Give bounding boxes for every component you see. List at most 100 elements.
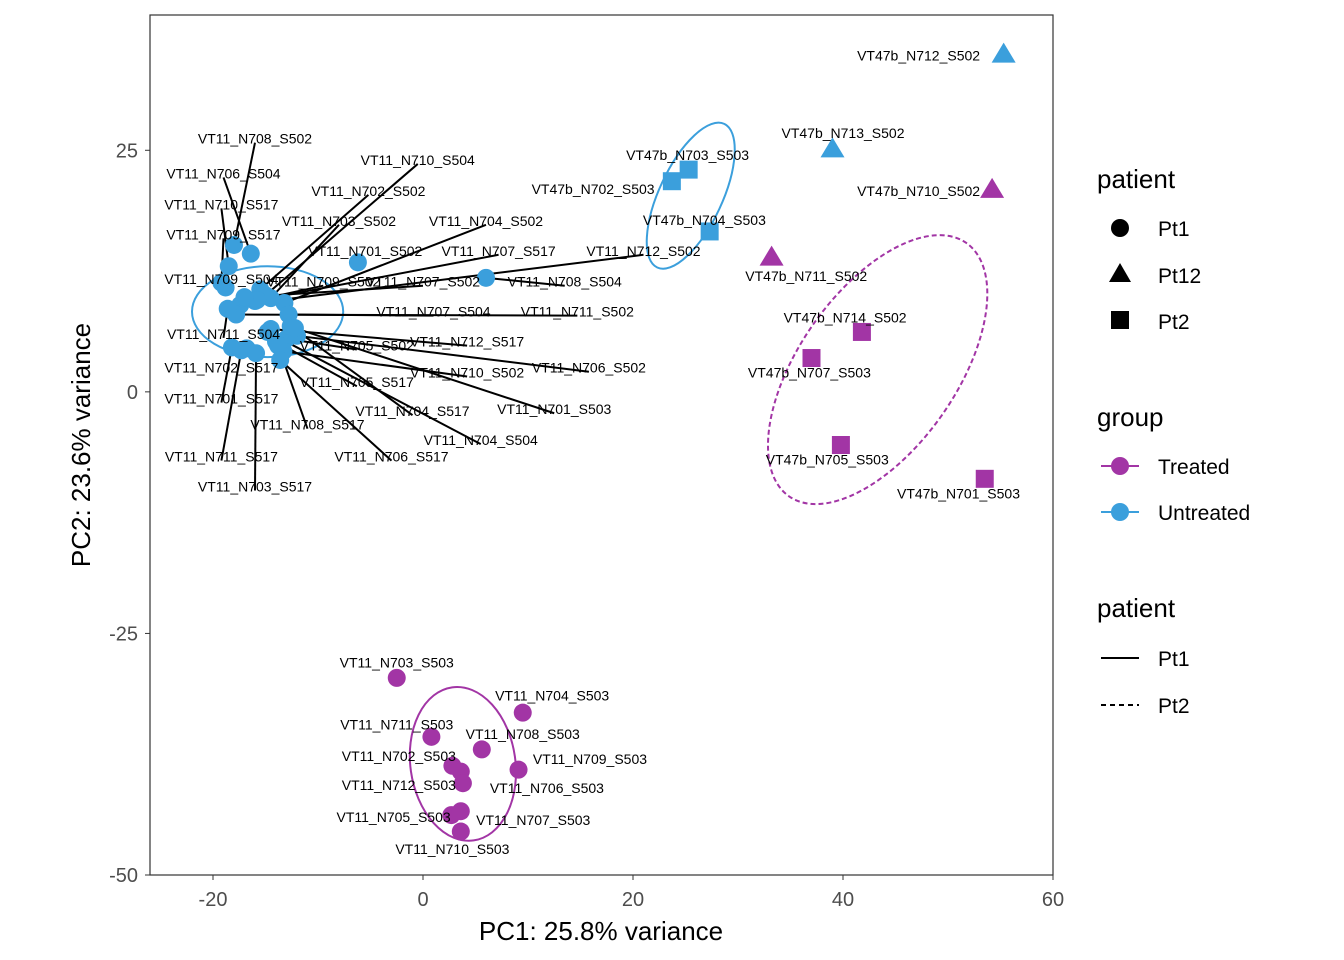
point-vt47b-n704-s503	[700, 222, 719, 241]
point-vt11-n706-s503	[453, 774, 472, 793]
point-vt11-n704-s504	[258, 322, 277, 341]
point-vt11-n709-s504	[216, 278, 235, 297]
legend-shape: patient Pt1 Pt12 Pt2	[1097, 164, 1201, 334]
label-vt47b-n702-s503: VT47b_N702_S503	[532, 181, 655, 197]
point-vt47b-n713-s502	[820, 137, 845, 158]
label-vt11-n706-s503: VT11_N706_S503	[490, 780, 604, 796]
legend-linetype-label-pt1: Pt1	[1158, 648, 1190, 671]
plot-panel	[149, 14, 1054, 876]
leader-line-vt11-n712-s502	[240, 253, 644, 306]
point-vt11-n710-s503	[451, 822, 470, 841]
confidence-ellipses	[191, 121, 989, 842]
point-vt11-n711-s504	[218, 299, 237, 318]
point-vt11-n703-s502	[261, 289, 280, 308]
label-vt47b-n707-s503: VT47b_N707_S503	[748, 365, 871, 381]
leader-line-vt11-n701-s517	[220, 347, 233, 403]
x-tick-label: 0	[417, 889, 428, 911]
point-vt11-n708-s504	[477, 268, 495, 287]
label-vt47b-n714-s502: VT47b_N714_S502	[784, 309, 907, 325]
point-vt47b-n707-s503	[802, 349, 821, 368]
label-vt11-n704-s517: VT11_N704_S517	[355, 403, 469, 419]
point-vt47b-n703-s503	[679, 160, 698, 179]
label-vt11-n711-s503: VT11_N711_S503	[340, 716, 453, 732]
legend-shape-label-pt2: Pt2	[1158, 311, 1190, 334]
legend-shape-square-key	[1111, 311, 1129, 329]
label-vt11-n709-s503: VT11_N709_S503	[533, 751, 647, 767]
ellipse-untreated-pt1	[191, 265, 345, 359]
label-vt47b-n701-s503: VT47b_N701_S503	[897, 485, 1020, 501]
legend-shape-title: patient	[1097, 164, 1176, 194]
label-vt11-n710-s502: VT11_N710_S502	[410, 365, 524, 381]
label-vt11-n709-s502: VT11_N709_S502	[266, 274, 380, 290]
point-vt11-n711-s503	[422, 727, 441, 746]
label-vt47b-n705-s503: VT47b_N705_S503	[766, 451, 889, 467]
label-vt11-n709-s504: VT11_N709_S504	[164, 271, 278, 287]
legend-color: group Treated Untreated	[1097, 402, 1250, 525]
label-vt11-n706-s517: VT11_N706_S517	[334, 449, 448, 465]
x-axis-ticks: -20 0 20 40 60	[199, 875, 1064, 911]
y-tick-label: -25	[109, 623, 138, 645]
leader-line-vt11-n710-s504	[264, 163, 419, 296]
point-vt47b-n712-s502	[991, 42, 1016, 63]
ellipse-treated-pt2	[766, 234, 989, 506]
legend-shape-label-pt12: Pt12	[1158, 265, 1201, 288]
point-vt11-n706-s504	[241, 244, 260, 263]
label-vt11-n706-s504: VT11_N706_S504	[166, 165, 280, 181]
label-vt11-n712-s517: VT11_N712_S517	[410, 334, 524, 350]
point-vt11-n708-s503	[472, 740, 491, 759]
label-vt47b-n713-s502: VT47b_N713_S502	[782, 125, 905, 141]
legend-linetype-title: patient	[1097, 593, 1176, 623]
point-vt47b-n711-s502	[759, 245, 784, 266]
label-vt11-n710-s503: VT11_N710_S503	[395, 841, 509, 857]
label-vt11-n701-s517: VT11_N701_S517	[164, 391, 278, 407]
point-vt11-n708-s502	[225, 235, 243, 254]
legend-linetype: patient Pt1 Pt2	[1097, 593, 1190, 718]
y-tick-label: 0	[127, 382, 138, 404]
label-vt11-n706-s502: VT11_N706_S502	[532, 360, 646, 376]
label-vt11-n711-s504: VT11_N711_S504	[167, 326, 280, 342]
label-vt11-n705-s502: VT11_N705_S502	[300, 337, 414, 353]
x-tick-label: 20	[622, 889, 644, 911]
label-vt11-n703-s502: VT11_N703_S502	[282, 213, 396, 229]
leader-line-vt11-n701-s503	[294, 327, 555, 415]
point-vt11-n707-s502	[235, 288, 254, 307]
label-vt47b-n711-s502: VT47b_N711_S502	[745, 268, 867, 284]
leader-line-vt11-n710-s517	[220, 208, 230, 267]
x-axis-title: PC1: 25.8% variance	[479, 916, 723, 946]
legend-shape-triangle-key	[1109, 263, 1131, 282]
label-vt11-n704-s503: VT11_N704_S503	[495, 687, 609, 703]
legend-color-untreated-key	[1111, 503, 1129, 521]
point-labels: VT11_N708_S502 VT11_N706_S504 VT11_N710_S5…	[164, 48, 1020, 857]
label-leader-lines	[220, 142, 644, 491]
point-vt11-n701-s502	[348, 253, 367, 272]
leader-line-vt11-n702-s502	[259, 194, 370, 291]
leader-line-vt11-n703-s502	[270, 224, 340, 299]
label-vt11-n702-s503: VT11_N702_S503	[342, 748, 456, 764]
leader-line-vt11-n704-s517	[290, 325, 414, 416]
label-vt11-n704-s504: VT11_N704_S504	[424, 432, 538, 448]
leader-line-vt11-n704-s504	[267, 331, 482, 446]
legend-color-treated-key	[1111, 457, 1129, 475]
y-axis-ticks: -50 -25 0 25	[109, 140, 150, 887]
point-vt11-n704-s503	[513, 703, 532, 722]
label-vt47b-n710-s502: VT47b_N710_S502	[857, 183, 980, 199]
point-vt11-n707-s503	[451, 802, 470, 821]
y-axis-title: PC2: 23.6% variance	[66, 323, 96, 567]
x-tick-label: 60	[1042, 889, 1064, 911]
point-vt11-n709-s503	[509, 760, 528, 779]
x-tick-label: -20	[199, 889, 228, 911]
label-vt11-n704-s502: VT11_N704_S502	[429, 213, 543, 229]
legend-linetype-label-pt2: Pt2	[1158, 695, 1190, 718]
leader-line-vt11-n711-s517	[220, 350, 243, 461]
label-vt11-n711-s502: VT11_N711_S502	[521, 304, 634, 320]
point-vt11-n708-s517	[269, 336, 288, 355]
point-vt11-n710-s517	[219, 257, 238, 276]
legend-color-title: group	[1097, 402, 1164, 432]
leader-line-vt11-n706-s502	[296, 334, 590, 373]
label-vt11-n708-s502: VT11_N708_S502	[198, 131, 312, 147]
label-vt11-n712-s502: VT11_N712_S502	[586, 243, 700, 259]
y-tick-label: -50	[109, 865, 138, 887]
point-vt47b-n705-s503	[831, 436, 850, 454]
point-vt11-n703-s503	[387, 668, 406, 687]
